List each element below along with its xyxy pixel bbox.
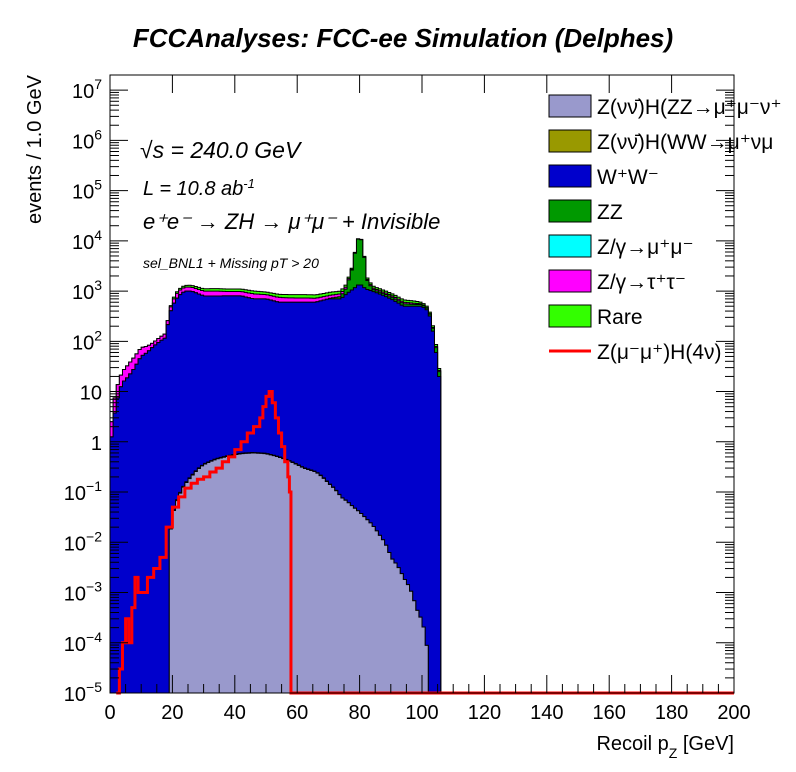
x-tick-label-0: 0 — [104, 702, 115, 724]
y-tick-label-3: 10−2 — [64, 528, 102, 555]
legend-swatch-5 — [548, 269, 592, 293]
y-tick-label-12: 107 — [72, 76, 102, 103]
legend-label-7: Z(μ⁻μ⁺)H(4ν) — [597, 341, 722, 364]
y-tick-label-7: 102 — [72, 327, 102, 354]
x-tick-label-4: 80 — [348, 702, 370, 724]
y-tick-label-11: 106 — [72, 126, 102, 153]
annotation-process: e⁺e⁻ → ZH → μ⁺μ⁻ + Invisible — [143, 209, 440, 234]
legend-label-2: W⁺W⁻ — [597, 166, 659, 189]
series-area-0 — [110, 452, 454, 694]
chart-title: FCCAnalyses: FCC-ee Simulation (Delphes) — [133, 23, 673, 53]
signal-line-0 — [116, 390, 734, 695]
x-tick-label-10: 200 — [717, 702, 750, 724]
x-tick-label-9: 180 — [655, 702, 688, 724]
legend-label-5: Z/γ→τ⁺τ⁻ — [597, 271, 686, 294]
legend-label-1: Z(νν̄)H(WW→μ⁺νμ — [597, 131, 773, 154]
legend-label-6: Rare — [597, 306, 643, 329]
y-tick-label-6: 10 — [80, 383, 102, 405]
y-tick-label-10: 105 — [72, 177, 102, 204]
x-tick-label-2: 40 — [224, 702, 246, 724]
annotation-sqrt-s: √s = 240.0 GeV — [140, 137, 303, 163]
y-tick-label-8: 103 — [72, 277, 102, 304]
x-tick-label-5: 100 — [405, 702, 438, 724]
annotation-selection: sel_BNL1 + Missing pT > 20 — [143, 255, 319, 271]
series-layer — [109, 238, 454, 694]
y-tick-label-4: 10−1 — [64, 478, 102, 505]
legend-swatch-6 — [548, 304, 592, 328]
legend-swatch-4 — [548, 234, 592, 258]
legend-label-3: ZZ — [597, 201, 623, 224]
y-tick-label-2: 10−3 — [64, 579, 102, 606]
x-tick-label-6: 120 — [468, 702, 501, 724]
legend-swatch-0 — [548, 94, 592, 118]
y-tick-label-0: 10−5 — [64, 679, 102, 706]
x-tick-label-1: 20 — [161, 702, 183, 724]
y-tick-label-1: 10−4 — [64, 629, 102, 656]
axis-layer: 0 20 40 60 80 100 120 140 160 180 200 10−5 10−4 10−3 1… — [64, 75, 751, 724]
y-axis-label: events / 1.0 GeV — [24, 74, 46, 224]
x-tick-label-8: 160 — [593, 702, 626, 724]
annotation-luminosity: L = 10.8 ab-1 — [143, 176, 255, 201]
y-tick-label-5: 1 — [91, 433, 102, 455]
legend-swatch-1 — [548, 129, 592, 153]
signal-layer — [116, 390, 734, 695]
x-tick-label-3: 60 — [286, 702, 308, 724]
legend-swatch-2 — [548, 164, 592, 188]
y-tick-label-9: 104 — [72, 227, 102, 254]
legend-label-0: Z(νν̄)H(ZZ→μ⁺μ⁻ν⁺ — [597, 96, 782, 119]
legend-swatch-3 — [548, 199, 592, 223]
x-tick-label-7: 140 — [530, 702, 563, 724]
legend-label-4: Z/γ→μ⁺μ⁻ — [597, 236, 694, 259]
legend: Z(νν̄)H(ZZ→μ⁺μ⁻ν⁺ Z(νν̄)H(WW→μ⁺νμ W⁺W⁻ ZZ Z/… — [548, 94, 782, 364]
x-axis-label: Recoil pZ [GeV] — [596, 733, 734, 761]
